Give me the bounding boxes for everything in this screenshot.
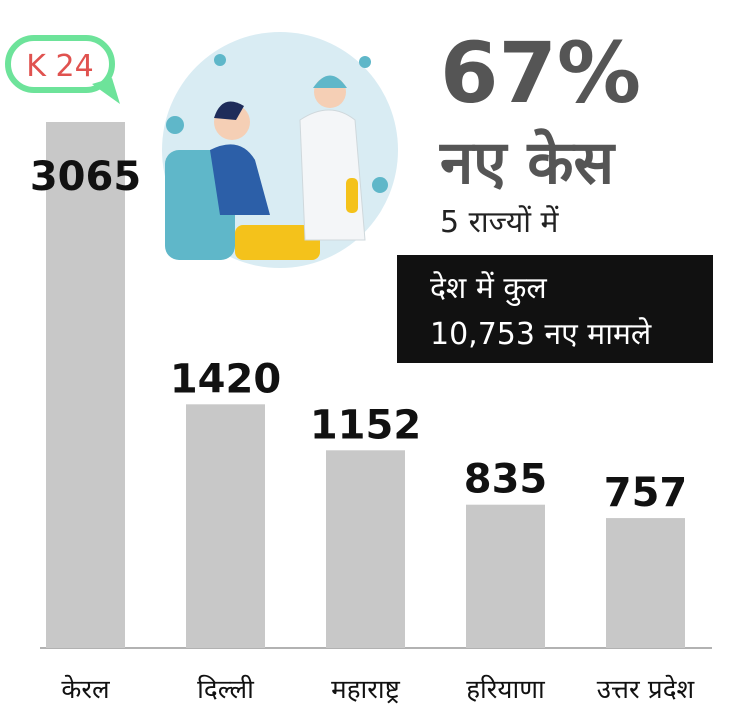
bar xyxy=(606,518,685,648)
value-label: 835 xyxy=(464,457,548,503)
logo: K 24 xyxy=(5,35,120,104)
x-tick-label: केरल xyxy=(61,674,110,705)
logo-text: K 24 xyxy=(26,49,93,84)
headline: 67% xyxy=(440,24,641,122)
value-label: 1420 xyxy=(170,356,281,402)
x-tick-label: दिल्ली xyxy=(197,674,255,705)
subtitle: 5 राज्यों में xyxy=(440,205,560,240)
headline-sub: नए केस xyxy=(439,128,616,198)
note-box xyxy=(397,255,713,363)
x-tick-label: हरियाणा xyxy=(466,674,546,705)
bar xyxy=(466,504,545,648)
x-tick-label: महाराष्ट्र xyxy=(331,675,400,705)
note-line: 10,753 नए मामले xyxy=(430,317,652,352)
value-label: 1152 xyxy=(310,402,421,448)
bar xyxy=(186,404,265,648)
illustration xyxy=(162,32,398,268)
bar xyxy=(46,122,125,648)
value-label: 757 xyxy=(604,470,688,516)
note-line: देश में कुल xyxy=(430,271,547,307)
bar xyxy=(326,450,405,648)
x-tick-label: उत्तर प्रदेश xyxy=(597,674,696,705)
value-label: 3065 xyxy=(30,154,141,200)
